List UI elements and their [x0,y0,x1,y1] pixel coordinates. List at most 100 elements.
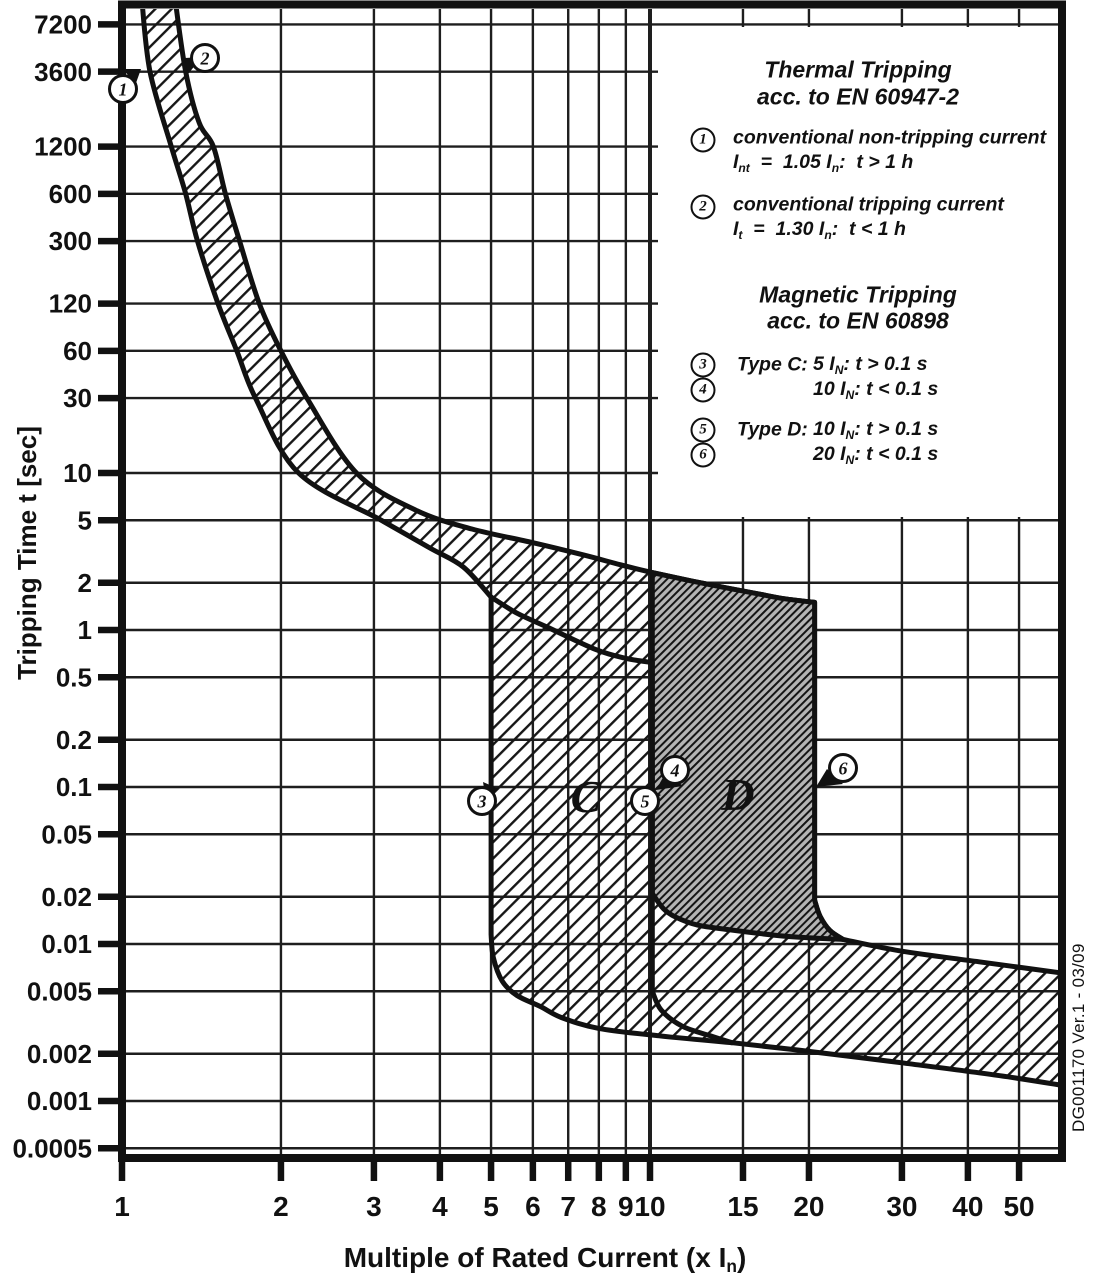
legend-item-text: conventional tripping current [733,193,1004,216]
legend-title-line: Thermal Tripping [764,56,952,83]
y-tick-label-30: 30 [63,383,92,413]
text-segment: Multiple of Rated Current (x I [343,1242,727,1273]
y-tick-label-0.001: 0.001 [27,1086,92,1116]
subscript: n [824,227,832,242]
marker-arrow-6 [816,769,843,787]
legend-number-6: 6 [690,442,716,468]
y-tick-label-0.0005: 0.0005 [12,1133,92,1163]
region-label-C: C [571,771,603,822]
marker-circle-5 [630,786,660,816]
text-segment: I [840,418,846,441]
text-segment: : t > 1 h [839,151,914,174]
legend-type-label: Type D: [737,418,808,441]
text-segment: = 1.30 [742,218,819,241]
curve-type-d-lower-magnetic-drop [649,660,735,1046]
y-tick-label-3600: 3600 [34,57,92,87]
text-segment: 10 [813,378,841,401]
text-segment: I [826,151,832,174]
x-tick-label-8: 8 [591,1191,607,1222]
legend-title-line: Magnetic Tripping [759,281,957,308]
x-tick-label-7: 7 [560,1191,576,1222]
legend-type-label: Type C: [737,353,808,376]
subscript: n [831,160,840,175]
x-tick-label-1: 1 [114,1191,130,1222]
y-tick-label-0.02: 0.02 [41,882,92,912]
legend-item-formula: Int = 1.05 In: t > 1 h [733,151,913,175]
text-segment: 10 [813,418,841,441]
subscript: nt [738,160,750,175]
text-segment: : t > 0.1 s [854,418,939,441]
y-tick-label-7200: 7200 [34,9,92,39]
x-tick-label-50: 50 [1003,1191,1034,1222]
subscript: n [726,1256,737,1277]
legend-number-1: 1 [690,127,716,153]
x-tick-label-5: 5 [483,1191,499,1222]
x-tick-label-30: 30 [886,1191,917,1222]
text-segment: I [840,443,846,466]
y-tick-label-1200: 1200 [34,132,92,162]
marker-circle-4 [660,755,690,785]
text-segment: I [829,353,835,376]
region-label-D: D [720,769,754,820]
legend-number-2: 2 [690,194,716,220]
legend-threshold-value: 10 IN: t < 0.1 s [813,378,938,402]
y-tick-label-0.01: 0.01 [41,929,92,959]
y-tick-label-0.1: 0.1 [56,772,92,802]
subscript: N [845,452,855,467]
marker-circle-2 [190,43,220,73]
y-tick-label-300: 300 [49,226,92,256]
subscript: N [834,362,844,377]
y-tick-label-120: 120 [49,289,92,319]
marker-circle-1 [108,74,138,104]
legend-threshold-value: 10 IN: t > 0.1 s [813,418,938,442]
marker-circle-6 [828,753,858,783]
marker-circle-3 [467,786,497,816]
y-tick-label-0.2: 0.2 [56,725,92,755]
text-segment: : t > 0.1 s [843,353,928,376]
legend-panel: Thermal Tripping acc. to EN 60947-2 1 conve… [658,27,1058,517]
x-tick-label-9: 9 [618,1191,634,1222]
x-tick-label-3: 3 [366,1191,382,1222]
text-segment: = 1.05 [749,151,827,174]
x-axis-title: Multiple of Rated Current (x In) [295,1242,795,1277]
y-tick-label-0.002: 0.002 [27,1039,92,1069]
x-tick-label-15: 15 [727,1191,758,1222]
legend-number-5: 5 [690,417,716,443]
region-type-d-band [649,570,846,942]
marker-number-5: 5 [641,792,650,812]
text-segment: I [818,218,825,241]
text-segment: : t < 1 h [831,218,906,241]
y-tick-label-0.5: 0.5 [56,662,92,692]
x-tick-label-40: 40 [952,1191,983,1222]
text-segment: : t < 0.1 s [854,378,939,401]
subscript: t [738,227,743,242]
legend-title-line: acc. to EN 60898 [767,307,949,334]
text-segment: 5 [813,353,830,376]
y-tick-label-1: 1 [78,615,92,645]
legend-threshold-value: 20 IN: t < 0.1 s [813,443,938,467]
legend-threshold-value: 5 IN: t > 0.1 s [813,353,927,377]
x-tick-label-10: 10 [634,1191,665,1222]
y-tick-label-2: 2 [78,568,92,598]
legend-item-formula: It = 1.30 In: t < 1 h [733,218,906,242]
y-axis-title: Tripping Time t [sec] [12,426,42,680]
document-version-note: DG001170 Ver.1 - 03/09 [1069,943,1088,1132]
y-tick-label-600: 600 [49,179,92,209]
text-segment: 20 [813,443,841,466]
marker-number-6: 6 [839,759,848,779]
curve-thermal-lower-limit-continuation [488,594,655,666]
marker-number-2: 2 [200,49,210,69]
chart-border [118,0,1066,1162]
subscript: N [845,387,855,402]
text-segment: : t < 0.1 s [854,443,939,466]
x-tick-label-20: 20 [793,1191,824,1222]
legend-number-4: 4 [690,377,716,403]
text-segment: I [733,151,739,174]
y-tick-label-5: 5 [78,505,92,535]
marker-number-4: 4 [670,761,680,781]
marker-arrow-1 [122,69,141,83]
y-tick-label-0.05: 0.05 [41,819,92,849]
x-tick-label-2: 2 [273,1191,289,1222]
y-tick-label-0.005: 0.005 [27,976,92,1006]
